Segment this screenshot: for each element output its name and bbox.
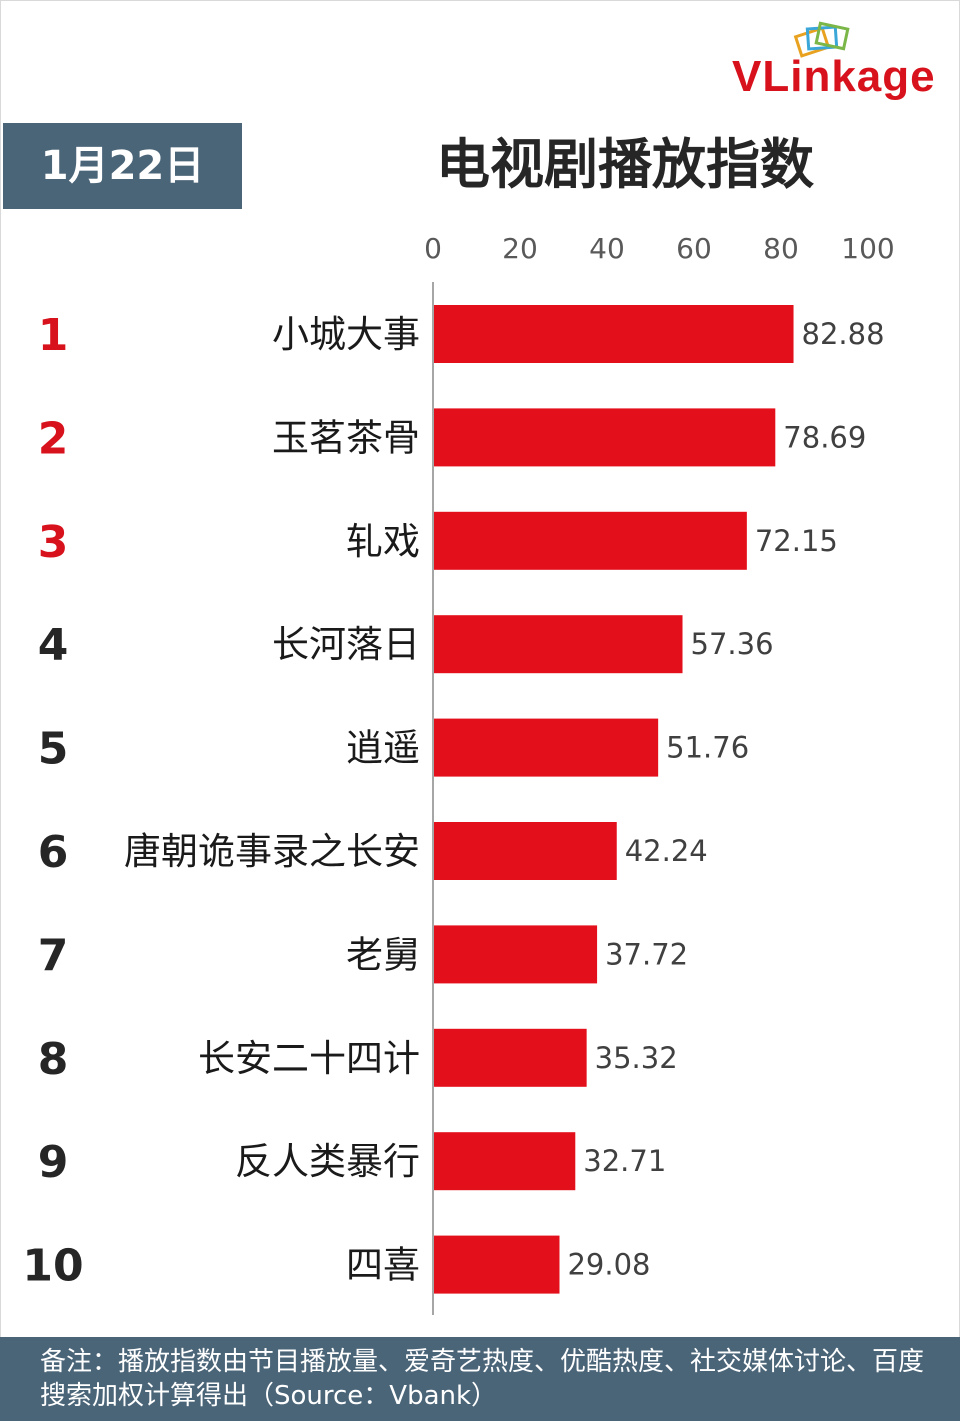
rank-label: 9 [38,1137,69,1188]
category-label: 四喜 [346,1244,420,1287]
value-label: 35.32 [595,1041,678,1075]
category-label: 玉茗茶骨 [272,416,420,459]
x-tick-label: 40 [589,232,625,265]
value-label: 42.24 [625,834,708,868]
footer-panel: 备注：播放指数由节目播放量、爱奇艺热度、优酷热度、社交媒体讨论、百度搜索加权计算… [0,1337,960,1421]
bar [434,305,794,363]
rank-label: 10 [22,1241,83,1292]
x-tick-label: 60 [676,232,712,265]
value-label: 57.36 [691,627,774,661]
value-label: 51.76 [666,731,749,765]
category-label: 轧戏 [346,520,420,563]
logo-text: VLinkage [732,52,936,101]
value-label: 82.88 [802,317,885,351]
category-label: 唐朝诡事录之长安 [124,830,420,873]
rank-label: 8 [38,1034,69,1085]
bar [434,1028,587,1087]
bar-chart: 0 20 40 60 80 100 1 小城大事 82.88 2 玉茗茶骨 78.69 3 轧戏 72.15… [22,232,895,1315]
bar [434,511,747,570]
brand-logo: VLinkage [728,18,954,108]
x-tick-label: 100 [841,232,894,265]
rank-label: 1 [38,310,69,361]
bar [434,408,776,467]
bar [434,822,617,880]
rank-label: 5 [38,724,69,775]
cards-icon [793,21,850,58]
rank-label: 2 [38,413,69,464]
rank-label: 4 [38,620,69,671]
bar [434,1235,560,1294]
x-tick-label: 20 [502,232,538,265]
bar [434,718,659,777]
category-label: 逍遥 [346,727,420,770]
chart-title: 电视剧播放指数 [436,133,814,196]
category-label: 长河落日 [272,623,420,666]
x-tick-label: 80 [763,232,799,265]
bar [434,925,598,984]
value-label: 32.71 [583,1144,666,1178]
rank-label: 6 [38,827,69,878]
value-label: 29.08 [567,1248,650,1282]
footer-note: 备注：播放指数由节目播放量、爱奇艺热度、优酷热度、社交媒体讨论、百度搜索加权计算… [40,1347,925,1411]
rank-label: 7 [38,930,69,981]
value-label: 78.69 [783,420,866,454]
value-label: 72.15 [755,524,838,558]
category-label: 小城大事 [272,313,420,356]
category-label: 老舅 [346,933,420,976]
rank-label: 3 [38,517,69,568]
bar [434,1132,576,1191]
bar [434,615,683,674]
date-badge: 1月22日 [3,123,242,209]
x-tick-label: 0 [424,232,442,265]
category-label: 长安二十四计 [198,1037,420,1080]
value-label: 37.72 [605,937,688,971]
category-label: 反人类暴行 [235,1140,420,1183]
